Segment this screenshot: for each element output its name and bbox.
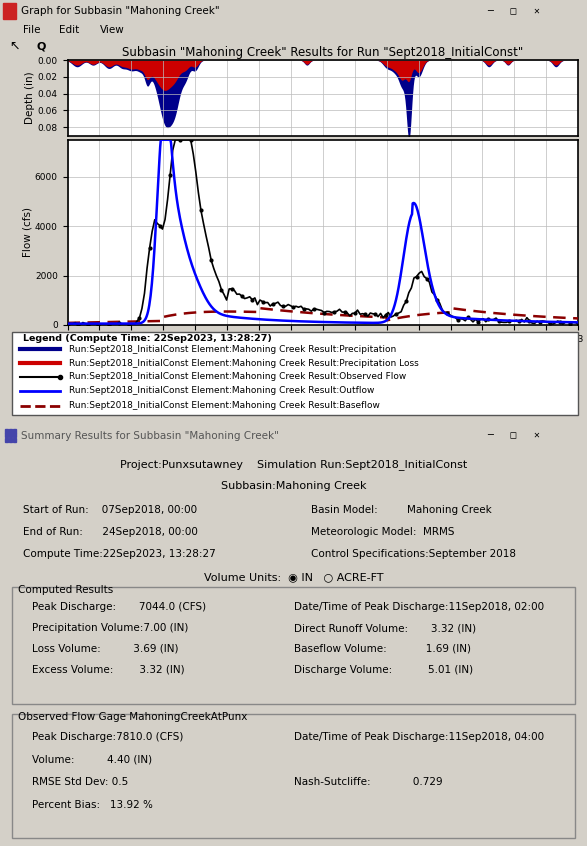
Text: Peak Discharge:7810.0 (CFS): Peak Discharge:7810.0 (CFS)	[32, 732, 184, 742]
Text: Run:Sept2018_InitialConst Element:Mahoning Creek Result:Precipitation Loss: Run:Sept2018_InitialConst Element:Mahoni…	[69, 359, 419, 367]
Text: File: File	[23, 25, 41, 35]
Text: Baseflow Volume:            1.69 (IN): Baseflow Volume: 1.69 (IN)	[294, 644, 471, 654]
Text: Direct Runoff Volume:       3.32 (IN): Direct Runoff Volume: 3.32 (IN)	[294, 624, 475, 633]
Text: Computed Results: Computed Results	[18, 585, 113, 596]
Text: Run:Sept2018_InitialConst Element:Mahoning Creek Result:Outflow: Run:Sept2018_InitialConst Element:Mahoni…	[69, 387, 375, 395]
Text: Start of Run:    07Sep2018, 00:00: Start of Run: 07Sep2018, 00:00	[23, 504, 198, 514]
Text: Volume:          4.40 (IN): Volume: 4.40 (IN)	[32, 755, 153, 765]
Y-axis label: Depth (in): Depth (in)	[25, 72, 35, 124]
Text: View: View	[100, 25, 124, 35]
Text: Volume Units:  ◉ IN   ○ ACRE-FT: Volume Units: ◉ IN ○ ACRE-FT	[204, 573, 383, 583]
Bar	[9, 438, 12, 442]
Text: Nash-Sutcliffe:             0.729: Nash-Sutcliffe: 0.729	[294, 777, 442, 788]
Text: Discharge Volume:           5.01 (IN): Discharge Volume: 5.01 (IN)	[294, 665, 473, 675]
FancyBboxPatch shape	[12, 587, 575, 704]
Text: Compute Time:22Sep2023, 13:28:27: Compute Time:22Sep2023, 13:28:27	[23, 548, 216, 558]
FancyBboxPatch shape	[12, 714, 575, 838]
Bar	[5, 429, 8, 432]
Bar	[9, 429, 12, 432]
Text: Run:Sept2018_InitialConst Element:Mahoning Creek Result:Baseflow: Run:Sept2018_InitialConst Element:Mahoni…	[69, 401, 380, 410]
Text: Q: Q	[36, 41, 46, 52]
Text: Date/Time of Peak Discharge:11Sep2018, 02:00: Date/Time of Peak Discharge:11Sep2018, 0…	[294, 602, 544, 613]
Text: End of Run:      24Sep2018, 00:00: End of Run: 24Sep2018, 00:00	[23, 526, 198, 536]
Text: Control Specifications:September 2018: Control Specifications:September 2018	[311, 548, 516, 558]
Text: Date/Time of Peak Discharge:11Sep2018, 04:00: Date/Time of Peak Discharge:11Sep2018, 0…	[294, 732, 544, 742]
Text: Run:Sept2018_InitialConst Element:Mahoning Creek Result:Observed Flow: Run:Sept2018_InitialConst Element:Mahoni…	[69, 372, 406, 382]
Text: RMSE Std Dev: 0.5: RMSE Std Dev: 0.5	[32, 777, 129, 788]
Text: Observed Flow Gage MahoningCreekAtPunx: Observed Flow Gage MahoningCreekAtPunx	[18, 712, 247, 722]
Text: Project:Punxsutawney    Simulation Run:Sept2018_InitialConst: Project:Punxsutawney Simulation Run:Sept…	[120, 459, 467, 470]
Text: Summary Results for Subbasin "Mahoning Creek": Summary Results for Subbasin "Mahoning C…	[21, 431, 278, 441]
Text: Graph for Subbasin "Mahoning Creek": Graph for Subbasin "Mahoning Creek"	[21, 6, 219, 16]
Text: Legend (Compute Time: 22Sep2023, 13:28:27): Legend (Compute Time: 22Sep2023, 13:28:2…	[23, 334, 272, 343]
Text: ↖: ↖	[9, 40, 20, 53]
X-axis label: Sep2018: Sep2018	[298, 346, 348, 356]
Text: Meteorologic Model:  MRMS: Meteorologic Model: MRMS	[311, 526, 454, 536]
Text: Percent Bias:   13.92 %: Percent Bias: 13.92 %	[32, 800, 153, 810]
Text: Basin Model:         Mahoning Creek: Basin Model: Mahoning Creek	[311, 504, 492, 514]
Text: Run:Sept2018_InitialConst Element:Mahoning Creek Result:Precipitation: Run:Sept2018_InitialConst Element:Mahoni…	[69, 344, 396, 354]
Text: Excess Volume:        3.32 (IN): Excess Volume: 3.32 (IN)	[32, 665, 185, 675]
Bar	[13, 429, 16, 432]
Bar	[13, 433, 16, 437]
FancyBboxPatch shape	[12, 332, 578, 415]
Y-axis label: Flow (cfs): Flow (cfs)	[22, 207, 32, 257]
Bar	[5, 433, 8, 437]
Bar	[3, 3, 16, 19]
Bar	[13, 438, 16, 442]
Text: Subbasin:Mahoning Creek: Subbasin:Mahoning Creek	[221, 481, 366, 491]
Bar	[9, 433, 12, 437]
Text: ─   □   ✕: ─ □ ✕	[487, 6, 540, 16]
Text: Peak Discharge:       7044.0 (CFS): Peak Discharge: 7044.0 (CFS)	[32, 602, 207, 613]
Title: Subbasin "Mahoning Creek" Results for Run "Sept2018_InitialConst": Subbasin "Mahoning Creek" Results for Ru…	[122, 46, 524, 59]
Text: ─   □   ✕: ─ □ ✕	[487, 431, 540, 441]
Text: Edit: Edit	[59, 25, 79, 35]
Text: Loss Volume:          3.69 (IN): Loss Volume: 3.69 (IN)	[32, 644, 179, 654]
Bar	[5, 438, 8, 442]
Text: Precipitation Volume:7.00 (IN): Precipitation Volume:7.00 (IN)	[32, 624, 188, 633]
